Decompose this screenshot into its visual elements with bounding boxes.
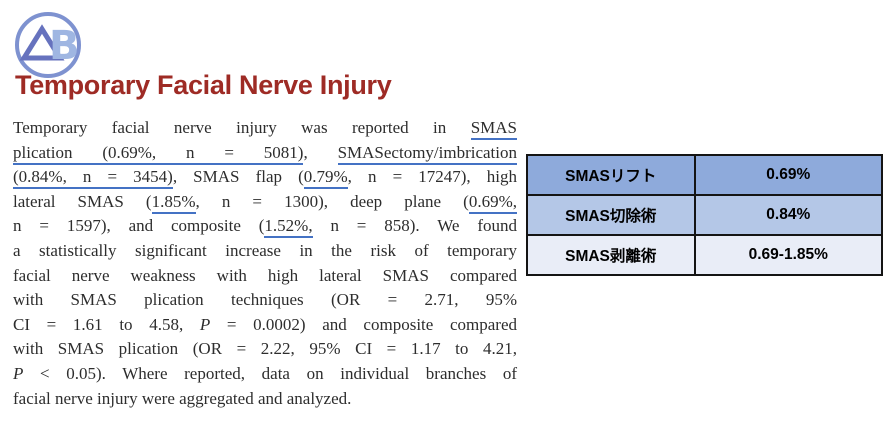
underlined-text-segment: SMASectomy/imbrication xyxy=(337,142,518,165)
article-line: CI = 1.61 to 4.58, P = 0.0002) and compo… xyxy=(13,313,517,338)
text-segment: a statistically significant increase in … xyxy=(13,240,517,260)
ab-logo-icon: B xyxy=(15,12,81,78)
text-segment: with SMAS plication techniques (OR = 2.7… xyxy=(13,290,517,310)
page-title: Temporary Facial Nerve Injury xyxy=(15,70,392,100)
article-line: Temporary facial nerve injury was report… xyxy=(13,116,517,141)
article-line: with SMAS plication techniques (OR = 2.7… xyxy=(13,288,517,313)
underlined-text-segment: 0.69%, xyxy=(468,191,517,214)
text-segment: lateral SMAS ( xyxy=(13,191,152,211)
article-line: facial nerve injury were aggregated and … xyxy=(13,387,517,412)
underlined-text-segment: (0.84%, n = 3454) xyxy=(13,167,173,190)
text-segment: CI = 1.61 to 4.58, xyxy=(13,314,200,334)
injury-rate-cell: 0.84% xyxy=(693,194,883,236)
article-line: a statistically significant increase in … xyxy=(13,239,517,264)
underlined-text-segment: 0.79% xyxy=(303,167,348,190)
article-line: lateral SMAS (1.85%, n = 1300), deep pla… xyxy=(13,190,517,215)
text-segment: P xyxy=(13,363,24,383)
logo-circle xyxy=(15,12,81,78)
text-segment: Temporary facial nerve injury was report… xyxy=(13,118,471,137)
underlined-text-segment: 1.52%, xyxy=(264,216,313,239)
injury-rate-cell: 0.69-1.85% xyxy=(693,234,883,276)
text-segment: P xyxy=(199,314,211,334)
article-line: plication (0.69%, n = 5081), SMASectomy/… xyxy=(13,141,518,166)
text-segment: facial nerve weakness with high lateral … xyxy=(13,265,517,285)
underlined-text-segment: 1.85% xyxy=(151,191,196,214)
text-segment: = 0.0002) and composite compared xyxy=(210,314,517,334)
procedure-name-cell: SMAS切除術 xyxy=(526,194,696,236)
article-line: facial nerve weakness with high lateral … xyxy=(13,264,517,289)
text-segment: , n = 17247), high xyxy=(347,167,517,187)
logo-letter-a-icon xyxy=(19,24,65,61)
article-line: (0.84%, n = 3454), SMAS flap (0.79%, n =… xyxy=(13,165,517,190)
article-paragraph: Temporary facial nerve injury was report… xyxy=(13,116,518,412)
text-segment: facial nerve injury were aggregated and … xyxy=(13,388,352,408)
table-row: SMASリフト 0.69% xyxy=(526,154,883,196)
text-segment: with SMAS plication (OR = 2.22, 95% CI =… xyxy=(13,339,517,359)
table-row: SMAS切除術 0.84% xyxy=(526,194,883,236)
smas-rate-table: SMASリフト 0.69% SMAS切除術 0.84% SMAS剥離術 0.69-1.85… xyxy=(526,154,883,276)
text-segment: < 0.05). Where reported, data on individ… xyxy=(23,363,517,383)
underlined-text-segment: SMAS xyxy=(470,118,517,140)
text-segment: , SMAS flap ( xyxy=(172,167,304,187)
text-segment: n = 858). We found xyxy=(312,216,517,236)
article-line: n = 1597), and composite (1.52%, n = 858… xyxy=(13,214,517,239)
logo-letter-b: B xyxy=(49,23,80,69)
smas-rate-table-body: SMASリフト 0.69% SMAS切除術 0.84% SMAS剥離術 0.69-1.85… xyxy=(526,154,883,276)
text-segment: , xyxy=(303,142,338,162)
article-line: P < 0.05). Where reported, data on indiv… xyxy=(13,362,517,387)
text-segment: , n = 1300), deep plane ( xyxy=(195,191,469,211)
text-segment: n = 1597), and composite ( xyxy=(13,216,265,236)
table-row: SMAS剥離術 0.69-1.85% xyxy=(526,234,883,276)
underlined-text-segment: plication (0.69%, n = 5081) xyxy=(13,142,304,165)
article-line: with SMAS plication (OR = 2.22, 95% CI =… xyxy=(13,337,517,362)
procedure-name-cell: SMASリフト xyxy=(526,154,696,196)
procedure-name-cell: SMAS剥離術 xyxy=(526,234,696,276)
ab-logo: B xyxy=(12,8,84,80)
injury-rate-cell: 0.69% xyxy=(693,154,883,196)
